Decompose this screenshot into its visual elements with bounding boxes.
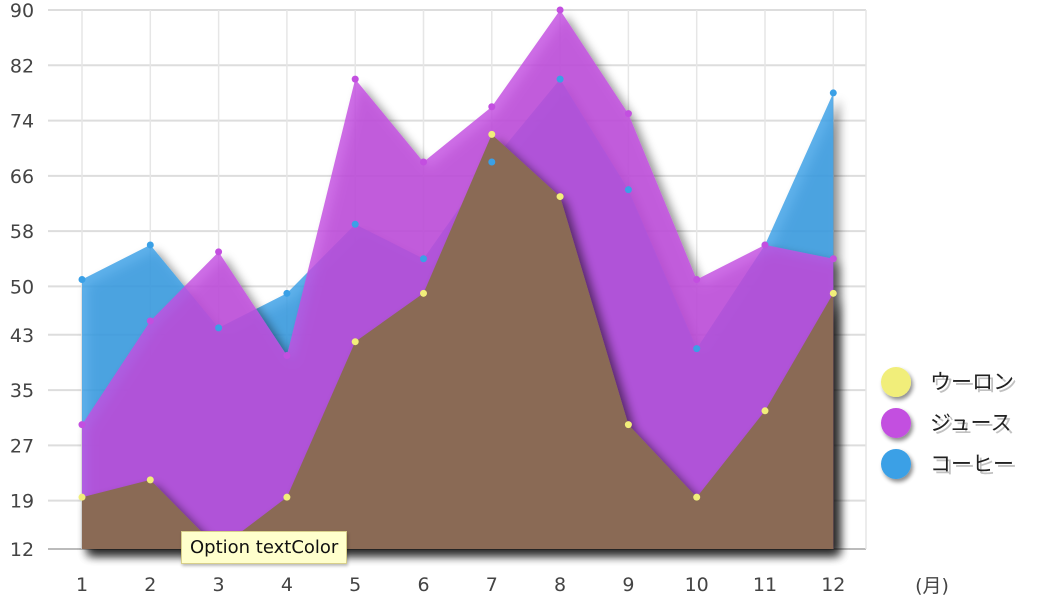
- data-point: [146, 241, 154, 249]
- data-point: [624, 186, 632, 194]
- data-point: [488, 158, 496, 166]
- data-point: [215, 324, 223, 332]
- y-axis-ticks: 12 19 27 35 43 50 58 66 74 82 90: [10, 0, 34, 561]
- data-point: [624, 421, 632, 429]
- x-tick-label: 8: [554, 574, 566, 596]
- data-point: [78, 421, 86, 429]
- data-point: [693, 276, 701, 283]
- x-tick-label: 5: [349, 574, 361, 596]
- legend-label-shadow: コーヒー: [933, 455, 1017, 479]
- x-axis-unit-label: (月): [915, 575, 949, 597]
- x-tick-label: 6: [417, 574, 429, 596]
- data-point: [351, 220, 359, 228]
- data-point: [556, 6, 564, 14]
- legend-label: ジュース: [930, 411, 1011, 435]
- data-point: [556, 75, 564, 83]
- y-tick-label: 58: [10, 221, 34, 243]
- data-point: [829, 289, 837, 297]
- y-tick-label: 19: [10, 491, 34, 513]
- y-tick-label: 50: [10, 276, 34, 298]
- data-point: [624, 110, 632, 118]
- data-point: [78, 276, 86, 283]
- x-axis-ticks: 1 2 3 4 5 6 7 8 9 10 11 12: [76, 574, 845, 596]
- y-tick-label: 82: [10, 55, 34, 77]
- x-tick-label: 9: [622, 574, 634, 596]
- data-point: [693, 345, 701, 353]
- y-tick-label: 27: [10, 435, 34, 457]
- x-tick-label: 3: [213, 574, 225, 596]
- data-point: [420, 158, 427, 166]
- x-tick-label: 11: [753, 574, 777, 596]
- x-tick-label: 10: [685, 574, 709, 596]
- data-point: [761, 407, 769, 415]
- x-tick-label: 7: [486, 574, 498, 596]
- data-point: [556, 193, 564, 201]
- y-tick-label: 90: [10, 0, 34, 22]
- legend-label: コーヒー: [930, 452, 1014, 476]
- data-point: [488, 130, 496, 138]
- data-point: [351, 75, 359, 83]
- data-point: [693, 493, 701, 501]
- y-tick-label: 66: [10, 166, 34, 188]
- data-point: [146, 476, 154, 484]
- legend-label-shadow: ジュース: [933, 414, 1014, 438]
- data-point: [829, 255, 837, 263]
- data-point: [283, 493, 291, 501]
- x-tick-label: 1: [76, 574, 88, 596]
- series-areas: [82, 10, 834, 549]
- legend-marker: [881, 408, 911, 438]
- data-point: [146, 317, 154, 325]
- legend-label: ウーロン: [930, 370, 1014, 394]
- legend-label-shadow: ウーロン: [933, 373, 1017, 397]
- tooltip: Option textColor: [181, 531, 348, 564]
- x-tick-label: 2: [144, 574, 156, 596]
- data-point: [488, 103, 496, 111]
- data-point: [420, 289, 427, 297]
- legend-marker: [881, 367, 911, 397]
- data-point: [78, 493, 86, 501]
- data-point: [761, 241, 769, 249]
- data-point: [283, 289, 291, 297]
- y-tick-label: 43: [10, 325, 34, 347]
- data-point: [215, 248, 223, 256]
- data-point: [283, 352, 291, 360]
- y-tick-label: 12: [10, 539, 34, 561]
- y-tick-label: 35: [10, 380, 34, 402]
- legend-marker: [881, 449, 911, 479]
- x-tick-label: 12: [821, 574, 845, 596]
- data-point: [420, 255, 427, 263]
- data-point: [351, 338, 359, 346]
- data-point: [829, 89, 837, 97]
- series-area-3: [82, 134, 834, 549]
- y-tick-label: 74: [10, 111, 34, 133]
- x-tick-label: 4: [281, 574, 293, 596]
